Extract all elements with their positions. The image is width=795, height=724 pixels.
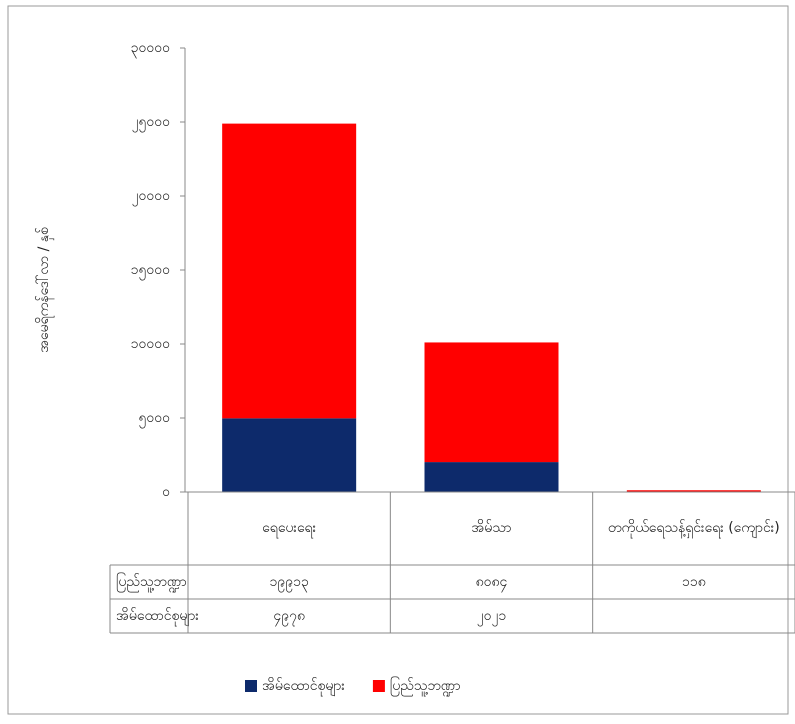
legend-label: အိမ်ထောင်စုများ: [262, 678, 345, 696]
table-cell: ၁၁၈: [682, 574, 706, 590]
legend-label: ပြည်သူ့ဘဏ္ဍာ: [390, 677, 461, 696]
bar-segment: [222, 418, 357, 492]
table-cell: ၁၉၉၁၃: [269, 574, 308, 592]
y-tick-label: ၂၀၀၀၀: [132, 188, 171, 206]
table-cell: ၄၉၇၈: [273, 608, 305, 626]
table-row-header: ပြည်သူ့ဘဏ္ဍာ: [116, 573, 187, 592]
y-tick-label: ၃၀၀၀၀: [131, 40, 171, 58]
legend-swatch: [372, 680, 385, 692]
bar-segment: [424, 342, 559, 463]
category-cell: တကိုယ်ရေသန့်ရှင်းရေး (ကျောင်း): [607, 520, 780, 536]
x-category-label: တကိုယ်ရေသန့်ရှင်းရေး (ကျောင်း): [607, 520, 780, 536]
bar-segment: [626, 490, 761, 492]
y-tick-label: ၂၅၀၀၀: [132, 114, 171, 132]
x-category-label: အိမ်သာ: [471, 520, 512, 536]
table-cell: ၂၀၂၁: [477, 608, 507, 626]
y-tick-label: ၁၅၀၀၀: [131, 262, 171, 280]
legend-swatch: [245, 680, 257, 692]
x-category-label: ရေပေးရေး: [262, 520, 317, 536]
y-tick-label: ၀: [162, 484, 170, 500]
y-axis-title: အမေရိကန်ဒေါ်လာ / နှစ်: [36, 227, 54, 353]
y-tick-label: ၁၀၀၀၀: [131, 336, 171, 352]
y-tick-label: ၅၀၀၀: [139, 410, 171, 428]
frame: [7, 5, 789, 715]
category-cell: ရေပေးရေး: [262, 520, 317, 536]
table-cell: ၈၀၈၄: [476, 574, 508, 592]
table-row-header: အိမ်ထောင်စုများ: [116, 608, 199, 626]
bar-segment: [222, 123, 357, 419]
bar-segment: [424, 462, 559, 492]
category-cell: အိမ်သာ: [471, 520, 512, 536]
